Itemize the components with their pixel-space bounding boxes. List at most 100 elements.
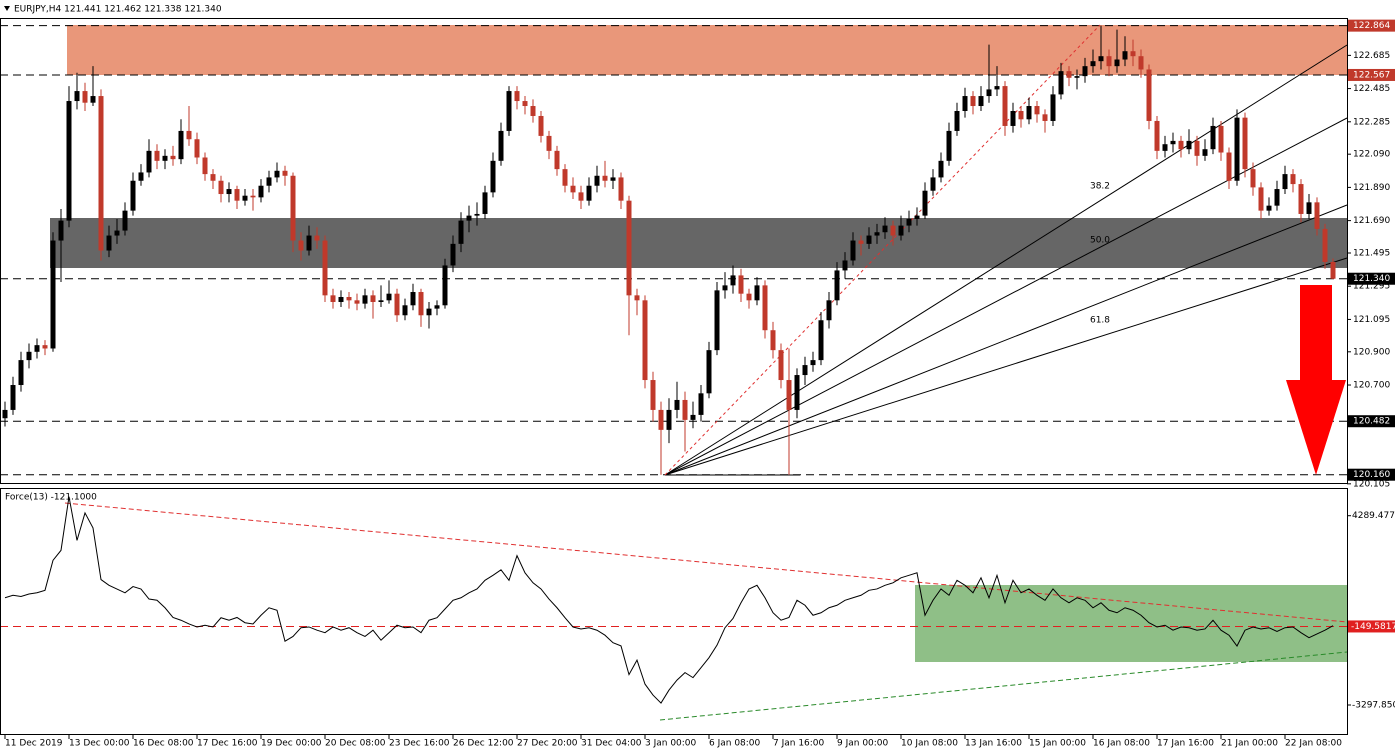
candle-body — [866, 235, 872, 244]
x-tick-label: 23 Dec 16:00 — [389, 739, 450, 749]
candle-body — [114, 230, 120, 236]
candle-body — [442, 265, 448, 306]
candle-body — [1274, 189, 1280, 206]
candle-body — [1218, 125, 1224, 153]
candle-body — [202, 157, 208, 175]
candle-body — [378, 300, 384, 302]
candle-body — [882, 225, 888, 233]
candle-body — [546, 135, 552, 151]
candle-body — [890, 225, 896, 236]
candle-body — [514, 91, 520, 102]
y-tick-label: -3297.8500 — [1352, 701, 1395, 711]
candle-body — [554, 150, 560, 170]
candle-body — [978, 96, 984, 107]
candle-body — [642, 300, 648, 381]
candle-body — [698, 393, 704, 415]
candle-body — [578, 192, 584, 201]
x-tick-label: 27 Dec 20:00 — [517, 739, 578, 749]
level-label-bg — [1348, 19, 1395, 32]
candle-body — [714, 290, 720, 351]
candle-body — [1090, 61, 1096, 67]
candle-body — [1010, 111, 1016, 126]
candle-body — [1194, 140, 1200, 156]
candle-body — [530, 106, 536, 116]
x-tick-label: 31 Dec 04:00 — [581, 739, 642, 749]
candle-body — [610, 177, 616, 181]
candle-body — [594, 175, 600, 186]
candle-body — [450, 243, 456, 266]
force-frame — [0, 488, 1348, 735]
x-tick-label: 20 Dec 08:00 — [325, 739, 386, 749]
x-tick-label: 26 Dec 12:00 — [453, 739, 514, 749]
candle-body — [482, 192, 488, 214]
y-tick-label: 121.295 — [1353, 282, 1390, 292]
candle-body — [274, 170, 280, 178]
candle-body — [922, 190, 928, 216]
y-tick-label: 4289.4775 — [1352, 511, 1395, 521]
candle-body — [362, 295, 368, 304]
candle-body — [1162, 144, 1168, 151]
candle-body — [18, 360, 24, 386]
candle-body — [498, 130, 504, 161]
candle-body — [186, 130, 192, 140]
candle-body — [1250, 169, 1256, 188]
x-tick-label: 19 Dec 00:00 — [261, 739, 322, 749]
candle-body — [802, 365, 808, 376]
y-tick-label: 120.900 — [1353, 347, 1390, 357]
candle-body — [954, 111, 960, 131]
candle-body — [1170, 140, 1176, 145]
candle-body — [626, 200, 632, 296]
level-label-bg — [1348, 468, 1395, 481]
candle-body — [106, 235, 112, 251]
y-tick-label: 121.890 — [1353, 183, 1390, 193]
candle-body — [906, 218, 912, 226]
candle-body — [90, 96, 96, 103]
level-label-bg — [1348, 272, 1395, 285]
level-label: 120.482 — [1353, 417, 1390, 427]
fib-trend — [664, 24, 1101, 476]
candle-body — [98, 96, 104, 251]
force-line — [4, 496, 1334, 704]
candle-body — [858, 240, 864, 244]
candle-body — [1106, 56, 1112, 67]
level-label-bg — [1348, 415, 1395, 428]
candle-body — [586, 185, 592, 201]
candle-body — [402, 305, 408, 316]
candle-body — [242, 195, 248, 201]
candle-body — [666, 409, 672, 430]
candle-body — [1330, 261, 1336, 279]
candle-body — [1178, 140, 1184, 150]
candle-body — [986, 89, 992, 97]
candle-body — [786, 380, 792, 410]
candle-body — [1298, 184, 1304, 214]
candle-body — [794, 375, 800, 410]
candle-body — [426, 308, 432, 316]
candle-body — [682, 399, 688, 420]
candle-body — [962, 96, 968, 111]
candle-body — [1146, 69, 1152, 121]
y-tick-label: 122.485 — [1353, 84, 1390, 94]
y-tick-label: 121.095 — [1353, 315, 1390, 325]
candle-body — [1034, 106, 1040, 115]
candle-body — [618, 177, 624, 201]
candle-body — [1138, 56, 1144, 70]
candle-body — [754, 285, 760, 301]
x-tick-label: 3 Jan 00:00 — [645, 739, 697, 749]
fan-line — [664, 204, 1348, 476]
candle-body — [1018, 111, 1024, 120]
x-tick-label: 15 Jan 00:00 — [1029, 739, 1086, 749]
candle-body — [770, 330, 776, 351]
candle-body — [706, 350, 712, 394]
x-tick-label: 11 Dec 2019 — [5, 739, 63, 749]
level-label: 122.567 — [1353, 70, 1390, 80]
candle-body — [1074, 76, 1080, 78]
level-label-bg — [1348, 620, 1395, 633]
candle-body — [1042, 114, 1048, 121]
candle-body — [538, 115, 544, 136]
candle-body — [1154, 120, 1160, 151]
candle-body — [146, 150, 152, 173]
candle-body — [722, 285, 728, 291]
level-label: -149.5817 — [1351, 622, 1395, 632]
candle-body — [458, 220, 464, 244]
